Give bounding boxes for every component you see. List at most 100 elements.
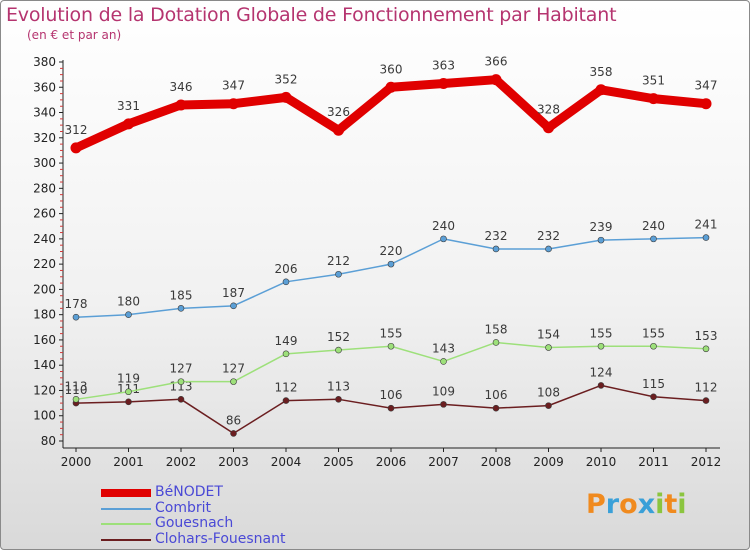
data-label: 115 [642,377,665,391]
data-point [282,350,290,358]
data-point [72,396,80,403]
data-label: 185 [170,288,193,302]
data-point [440,358,447,365]
data-point [335,270,342,278]
y-tick-label: 180 [33,308,56,322]
data-label: 331 [117,99,140,113]
y-tick-label: 300 [33,156,56,170]
data-label: 108 [537,386,560,400]
data-label: 112 [695,381,718,395]
data-label: 187 [222,286,245,300]
data-point [492,404,500,412]
data-label: 178 [65,297,88,311]
data-point [545,344,552,351]
y-tick-label: 340 [33,106,56,120]
legend-label: BéNODET [155,484,223,500]
legend-swatch [101,489,151,497]
x-tick-label: 2009 [533,455,564,469]
data-point [702,234,710,241]
data-point [440,401,447,408]
y-tick-label: 280 [33,181,56,195]
data-label: 113 [327,379,350,393]
data-point [282,397,290,404]
data-label: 240 [642,219,665,233]
data-label: 206 [275,262,298,276]
data-label: 155 [590,326,613,340]
y-tick-label: 200 [33,282,56,296]
logo-letter: r [605,489,620,520]
data-label: 109 [432,384,455,398]
data-label: 232 [485,229,508,243]
data-point [230,302,237,310]
data-label: 112 [275,381,298,395]
data-label: 155 [380,326,403,340]
data-point [650,393,657,401]
x-tick-label: 2010 [586,455,617,469]
data-point [230,430,237,437]
data-point [125,311,132,318]
data-point [335,346,342,354]
data-point [335,396,342,403]
data-point [492,245,500,253]
legend-label: Clohars-Fouesnant [155,530,286,547]
data-label: 127 [170,362,193,376]
x-tick-label: 2001 [113,455,144,469]
data-label: 124 [590,365,613,379]
data-point [438,77,449,89]
y-tick-label: 320 [33,131,56,145]
data-label: 312 [65,123,88,137]
data-point [700,98,712,110]
y-tick-label: 120 [33,383,56,397]
data-label: 212 [327,254,350,268]
logo-letter: o [619,489,638,520]
data-label: 360 [380,62,403,76]
data-label: 352 [275,72,298,86]
legend-label: Combrit [155,499,211,516]
legend-label: Gouesnach [155,515,234,531]
data-point [333,124,344,136]
data-label: 220 [380,244,403,258]
y-tick-label: 220 [33,257,56,271]
data-point [70,142,82,154]
y-tick-label: 260 [33,207,56,221]
data-point [702,345,710,353]
data-label: 106 [485,388,508,402]
x-tick-label: 2003 [218,455,249,469]
proxiti-logo: Proxiti [586,489,687,520]
logo-letter: i [655,489,665,520]
y-tick-label: 80 [41,434,56,448]
data-point [125,388,132,396]
data-label: 143 [432,341,455,355]
data-point [230,378,237,385]
data-point [228,98,239,110]
data-label: 366 [485,55,508,69]
data-label: 110 [65,383,88,397]
x-tick-label: 2005 [323,455,354,469]
data-label: 347 [695,79,718,93]
data-label: 180 [117,295,140,309]
logo-letter: i [677,489,687,520]
data-point [72,313,80,321]
y-tick-label: 100 [33,409,56,423]
data-point [177,396,185,403]
legend-swatch [101,507,151,510]
data-label: 127 [222,362,245,376]
data-label: 158 [485,322,508,336]
data-point [545,402,552,409]
y-tick-label: 160 [33,333,56,347]
x-tick-label: 2007 [428,455,459,469]
data-label: 232 [537,229,560,243]
data-label: 351 [642,74,665,88]
data-label: 152 [327,330,350,344]
data-point [123,118,134,130]
y-tick-label: 360 [33,80,56,94]
data-point [490,74,502,86]
data-point [177,305,185,312]
y-tick-label: 240 [33,232,56,246]
data-label: 149 [275,334,298,348]
data-point [387,342,395,350]
x-tick-label: 2012 [691,455,722,469]
data-point [545,245,552,253]
